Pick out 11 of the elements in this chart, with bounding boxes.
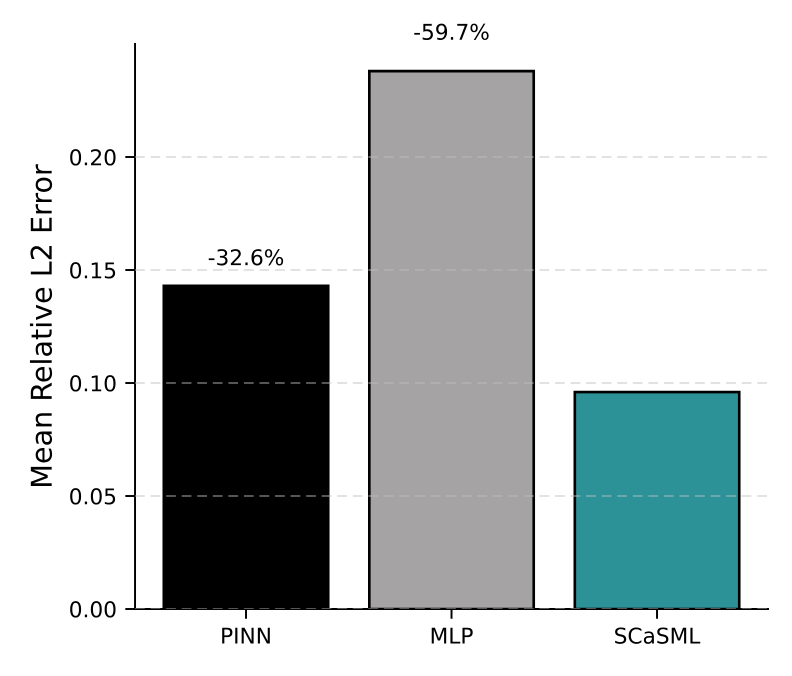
- annotation: -59.7%: [414, 24, 489, 40]
- y-tick-label: 0.10: [70, 375, 116, 392]
- y-tick-label: 0.00: [70, 601, 116, 618]
- y-tick-label: 0.05: [70, 488, 116, 505]
- x-tick-label: SCaSML: [615, 627, 700, 644]
- annotation: -32.6%: [208, 249, 284, 266]
- x-tick-label: PINN: [222, 628, 270, 644]
- y-tick-label: 0.15: [70, 262, 116, 279]
- y-axis-title: Mean Relative L2 Error: [30, 164, 52, 486]
- y-tick-label: 0.20: [70, 149, 116, 166]
- x-tick-label: MLP: [432, 628, 473, 644]
